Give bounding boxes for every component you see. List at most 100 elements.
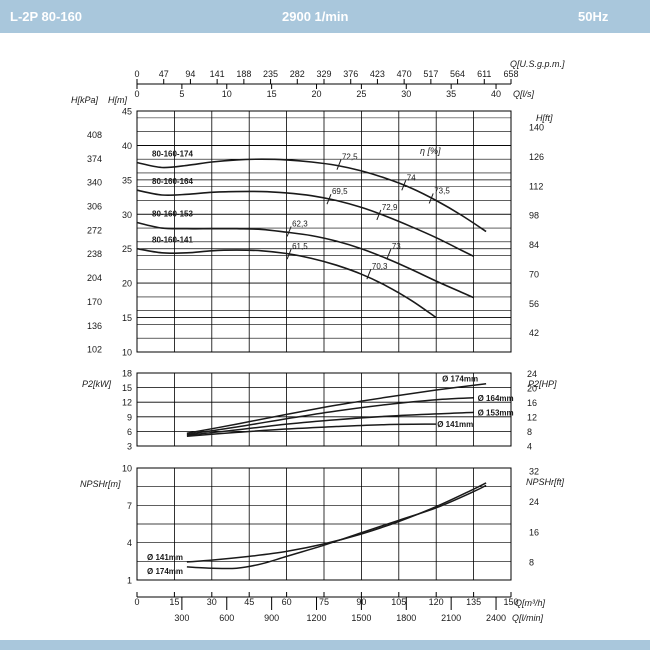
m3h-tick-label: 135 <box>466 597 481 607</box>
lmin-tick-label: 300 <box>174 613 189 623</box>
usgpm-tick-label: 235 <box>263 69 278 79</box>
head-kpa-tick-label: 408 <box>87 130 102 140</box>
head-curve-label: 80-160-153 <box>152 210 193 219</box>
usgpm-tick-label: 564 <box>450 69 465 79</box>
npsh-ft-tick-label: 16 <box>529 527 539 537</box>
usgpm-tick-label: 423 <box>370 69 385 79</box>
npsh-curve-Ø 141mm <box>186 482 487 563</box>
power-curve-Ø 153mm <box>186 411 474 437</box>
power-curve-label: Ø 153mm <box>478 408 514 417</box>
head-ft-tick-label: 42 <box>529 328 539 338</box>
m3h-tick-label: 0 <box>134 597 139 607</box>
head-curve-80-160-164 <box>136 189 474 258</box>
m3h-axis-label: Q[m³/h] <box>515 598 546 608</box>
ls-axis-label: Q[l/s] <box>513 89 535 99</box>
ls-tick-label: 40 <box>491 89 501 99</box>
power-hp-tick-label: 20 <box>527 384 537 394</box>
efficiency-mark <box>376 209 382 221</box>
ls-tick-label: 5 <box>179 89 184 99</box>
head-ft-tick-label: 84 <box>529 240 539 250</box>
model-title: L-2P 80-160 <box>10 9 83 24</box>
usgpm-tick-label: 47 <box>159 69 169 79</box>
lmin-tick-label: 900 <box>264 613 279 623</box>
ls-tick-label: 15 <box>267 89 277 99</box>
power-kw-tick-label: 3 <box>127 442 132 452</box>
usgpm-axis-label: Q[U.S.g.p.m.] <box>510 59 565 69</box>
head-ft-axis-label: H[ft] <box>536 113 553 123</box>
efficiency-mark <box>366 269 372 280</box>
efficiency-mark <box>286 226 292 237</box>
head-m-tick-label: 40 <box>122 141 132 151</box>
efficiency-mark-label: 72,5 <box>342 153 358 162</box>
power-kw-tick-label: 6 <box>127 427 132 437</box>
head-kpa-axis-label: H[kPa] <box>71 95 99 105</box>
usgpm-tick-label: 329 <box>316 69 331 79</box>
ls-tick-label: 0 <box>134 89 139 99</box>
efficiency-mark-label: 72,9 <box>382 203 398 212</box>
usgpm-tick-label: 517 <box>423 69 438 79</box>
head-ft-tick-label: 70 <box>529 269 539 279</box>
head-m-tick-label: 10 <box>122 348 132 358</box>
head-ft-tick-label: 140 <box>529 123 544 133</box>
head-kpa-tick-label: 340 <box>87 178 102 188</box>
npsh-ft-axis-label: NPSHr[ft] <box>526 477 565 487</box>
head-ft-tick-label: 56 <box>529 299 539 309</box>
efficiency-mark-label: 73 <box>392 242 401 251</box>
npsh-curve-label: Ø 141mm <box>147 553 183 562</box>
head-curve-80-160-153 <box>136 221 474 299</box>
head-curve-80-160-174 <box>136 158 487 233</box>
power-kw-tick-label: 12 <box>122 398 132 408</box>
ls-tick-label: 20 <box>312 89 322 99</box>
head-kpa-tick-label: 170 <box>87 297 102 307</box>
lmin-tick-label: 2400 <box>486 613 506 623</box>
head-m-tick-label: 15 <box>122 313 132 323</box>
m3h-tick-label: 150 <box>503 597 518 607</box>
npsh-ft-tick-label: 32 <box>529 467 539 477</box>
power-hp-tick-label: 8 <box>527 427 532 437</box>
power-kw-tick-label: 15 <box>122 383 132 393</box>
ls-tick-label: 35 <box>446 89 456 99</box>
m3h-tick-label: 30 <box>207 597 217 607</box>
ls-tick-label: 30 <box>401 89 411 99</box>
efficiency-mark <box>286 249 292 260</box>
power-curve-label: Ø 164mm <box>478 394 514 403</box>
head-curve-80-160-141 <box>136 247 437 319</box>
m3h-tick-label: 105 <box>391 597 406 607</box>
lmin-tick-label: 2100 <box>441 613 461 623</box>
usgpm-tick-label: 470 <box>397 69 412 79</box>
m3h-tick-label: 45 <box>244 597 254 607</box>
head-kpa-tick-label: 306 <box>87 202 102 212</box>
lmin-axis-label: Q[l/min] <box>512 613 544 623</box>
efficiency-mark-label: 62,3 <box>292 220 308 229</box>
footer-bar <box>0 640 650 650</box>
usgpm-tick-label: 94 <box>185 69 195 79</box>
head-m-tick-label: 30 <box>122 210 132 220</box>
efficiency-mark-label: 74 <box>407 173 416 182</box>
head-ft-tick-label: 98 <box>529 211 539 221</box>
head-curve-label: 80-160-164 <box>152 177 193 186</box>
efficiency-axis-label: η [%] <box>420 146 441 156</box>
head-m-tick-label: 35 <box>122 175 132 185</box>
head-kpa-tick-label: 238 <box>87 249 102 259</box>
efficiency-mark <box>428 193 434 204</box>
efficiency-mark <box>326 193 332 205</box>
m3h-tick-label: 120 <box>429 597 444 607</box>
power-curve-Ø 164mm <box>186 397 474 436</box>
efficiency-mark <box>336 159 342 170</box>
m3h-tick-label: 60 <box>282 597 292 607</box>
head-ft-tick-label: 126 <box>529 152 544 162</box>
efficiency-mark-label: 70,3 <box>372 262 388 271</box>
head-m-tick-label: 25 <box>122 244 132 254</box>
npsh-ft-tick-label: 8 <box>529 558 534 568</box>
usgpm-tick-label: 0 <box>134 69 139 79</box>
efficiency-mark-label: 69,5 <box>332 187 348 196</box>
npsh-curve-Ø 174mm <box>186 484 487 570</box>
head-m-axis-label: H[m] <box>108 95 127 105</box>
npsh-m-axis-label: NPSHr[m] <box>80 479 121 489</box>
usgpm-tick-label: 141 <box>210 69 225 79</box>
npsh-curve-label: Ø 174mm <box>147 567 183 576</box>
power-curve-label: Ø 141mm <box>437 420 473 429</box>
power-curve-Ø 141mm <box>186 423 437 438</box>
npsh-m-tick-label: 10 <box>122 464 132 474</box>
efficiency-mark <box>386 249 392 260</box>
